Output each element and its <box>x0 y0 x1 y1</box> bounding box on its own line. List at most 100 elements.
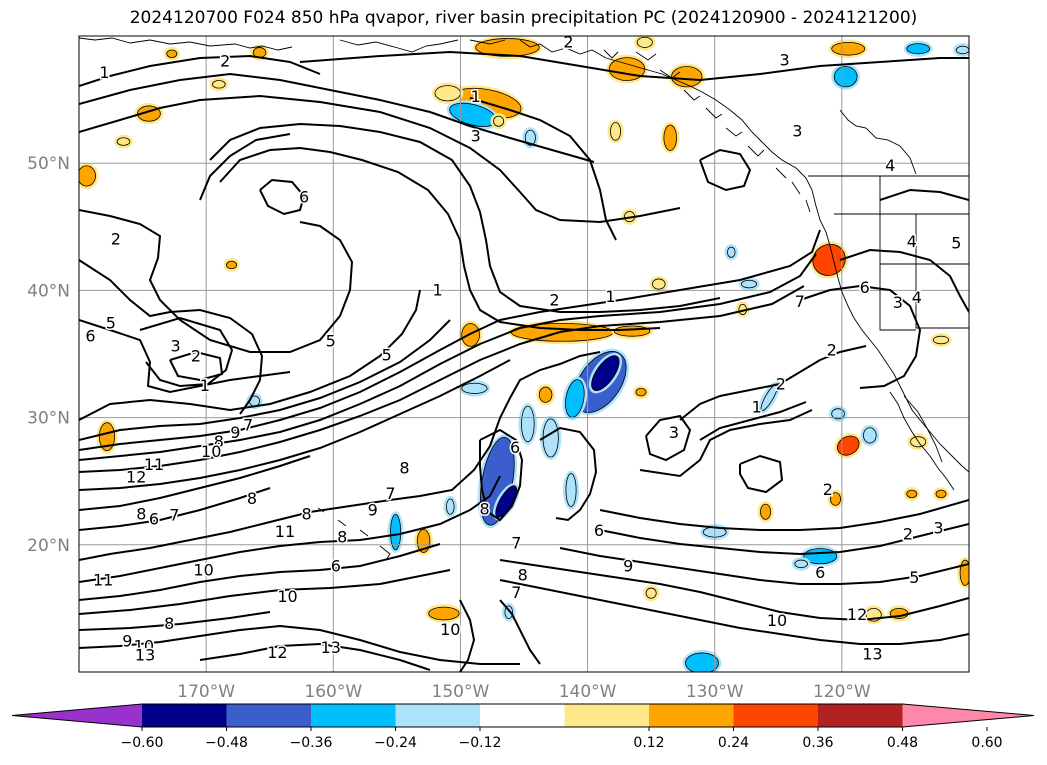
precip-blob <box>432 82 464 104</box>
colorbar-tick-label: −0.24 <box>374 735 417 751</box>
precip-blob <box>114 134 133 149</box>
colorbar-tick-label: 0.48 <box>887 735 918 751</box>
contour-label: 6 <box>85 326 95 345</box>
contour-label: 11 <box>93 571 113 590</box>
precip-blob-core <box>830 492 841 506</box>
colorbar-tick-label: 0.36 <box>802 735 833 751</box>
contour-label: 12 <box>847 605 867 624</box>
contour-label: 1 <box>200 376 210 395</box>
contour-label: 2 <box>827 340 837 359</box>
colorbar-swatch <box>564 704 650 727</box>
colorbar-tick-label: −0.48 <box>205 735 248 751</box>
contour-label: 3 <box>780 50 790 69</box>
contour-line <box>699 148 752 192</box>
precip-blob <box>606 54 648 84</box>
precip-blob-core <box>685 652 719 672</box>
contour-label: 3 <box>893 293 903 312</box>
contour-line <box>679 345 867 421</box>
precip-blob-core <box>955 45 969 55</box>
precip-blob <box>643 585 660 602</box>
precip-blob <box>607 119 624 144</box>
political-borders <box>808 109 969 331</box>
precip-blob-core <box>906 43 930 55</box>
precip-blob <box>791 557 811 571</box>
contour-label: 13 <box>862 644 882 663</box>
precip-blob-core <box>390 513 402 551</box>
precip-blob <box>632 385 650 399</box>
contour-line <box>879 188 969 201</box>
precip-blob-core <box>475 38 540 57</box>
precip-blob-core <box>833 66 858 88</box>
precip-blob <box>660 122 680 154</box>
contour-line <box>79 487 271 531</box>
contour-label: 10 <box>134 637 154 656</box>
contour-label: 3 <box>669 423 679 442</box>
contour-label: 7 <box>511 583 521 602</box>
colorbar-tick-label: −0.60 <box>121 735 164 751</box>
colorbar-swatch <box>142 704 227 727</box>
precip-blob <box>588 352 622 394</box>
precip-blob <box>443 496 458 518</box>
contour-line <box>79 319 291 394</box>
precip-blob <box>932 487 950 501</box>
contour-line <box>79 72 595 163</box>
coastlines <box>79 37 969 561</box>
contour-line <box>219 146 661 331</box>
colorbar-tick-label: −0.36 <box>290 735 333 751</box>
precip-blob <box>738 277 760 291</box>
contour-label: 8 <box>136 504 146 523</box>
colorbar-swatch <box>649 704 734 727</box>
contour-label: 2 <box>776 375 786 394</box>
coastline-baja <box>889 391 955 491</box>
precip-blob <box>957 557 969 589</box>
precip-blob-core <box>461 323 480 347</box>
contour-line <box>599 499 969 531</box>
precip-blob-core <box>794 559 808 569</box>
contour-label: 7 <box>169 506 179 525</box>
alaska-border <box>839 109 917 175</box>
contour-label: 6 <box>860 278 870 297</box>
contour-label: 1 <box>99 63 109 82</box>
colorbar-swatch <box>311 704 396 727</box>
colorbar-swatch <box>226 704 312 727</box>
colorbar-tick-label: 0.12 <box>633 735 664 751</box>
precip-blob <box>634 36 656 51</box>
state-borders <box>834 176 969 331</box>
precip-blob-core <box>831 408 845 420</box>
precip-blob-core <box>836 435 860 456</box>
contour-label: 10 <box>201 442 221 461</box>
contour-label: 7 <box>385 484 395 503</box>
contour-line <box>645 414 692 462</box>
contour-line <box>79 94 681 224</box>
precip-blob-core <box>831 41 866 56</box>
precip-blob <box>903 487 920 501</box>
contour-line <box>499 579 969 645</box>
precip-blob <box>834 432 863 459</box>
precip-blob-core <box>98 422 116 452</box>
contour-label: 2 <box>563 32 573 51</box>
lon-tick-label: 130°W <box>686 682 744 702</box>
contour-label: 5 <box>909 568 919 587</box>
precip-blob <box>649 275 669 293</box>
contour-line <box>79 229 821 451</box>
precip-blob-core <box>663 124 677 151</box>
contour-line <box>79 259 264 415</box>
contour-label: 5 <box>106 314 116 333</box>
contour-line <box>539 426 598 522</box>
precip-blob <box>458 320 483 350</box>
contour-line <box>639 409 813 478</box>
contour-label: 3 <box>792 121 802 140</box>
colorbar-extend-max <box>902 704 1034 727</box>
colorbar-tick-label: 0.60 <box>971 735 1002 751</box>
contour-label: 10 <box>277 587 297 606</box>
contour-label: 9 <box>230 423 240 442</box>
precip-blob <box>425 604 463 623</box>
contour-label: 6 <box>815 563 825 582</box>
contour-line <box>79 54 321 87</box>
precip-blob-core <box>652 278 666 290</box>
precip-blob-core <box>565 473 577 508</box>
contour-label: 2 <box>549 291 559 310</box>
contour-line <box>199 642 431 671</box>
contour-line <box>79 475 501 583</box>
